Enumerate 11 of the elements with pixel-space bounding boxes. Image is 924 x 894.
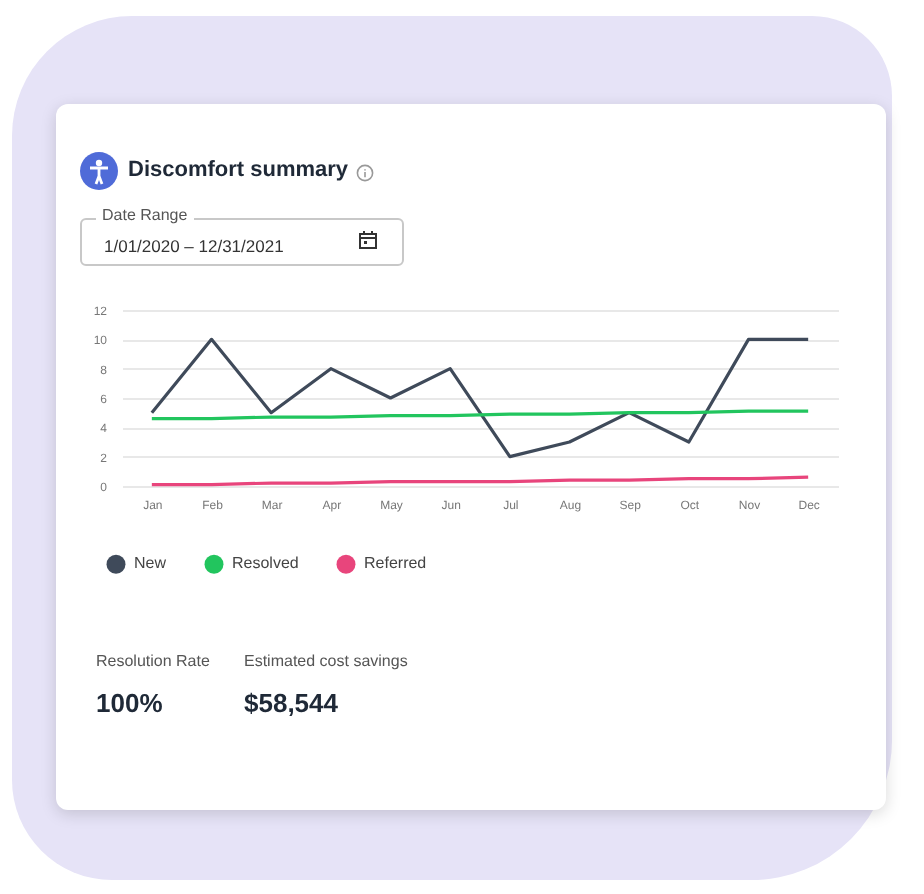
text: 100%	[96, 688, 163, 718]
text: Date Range	[96, 206, 194, 224]
chart-title: Discomfort summary	[128, 158, 349, 182]
line-series	[150, 337, 810, 459]
text: Resolution Rate	[96, 652, 210, 670]
legend-label: Referred	[364, 554, 427, 573]
legend-label: Resolved	[232, 554, 299, 573]
legend-label: New	[134, 554, 167, 573]
text: $58,544	[244, 688, 338, 718]
text: Estimated cost savings	[244, 652, 408, 670]
text: 1/01/2020 – 12/31/2021	[104, 236, 284, 256]
